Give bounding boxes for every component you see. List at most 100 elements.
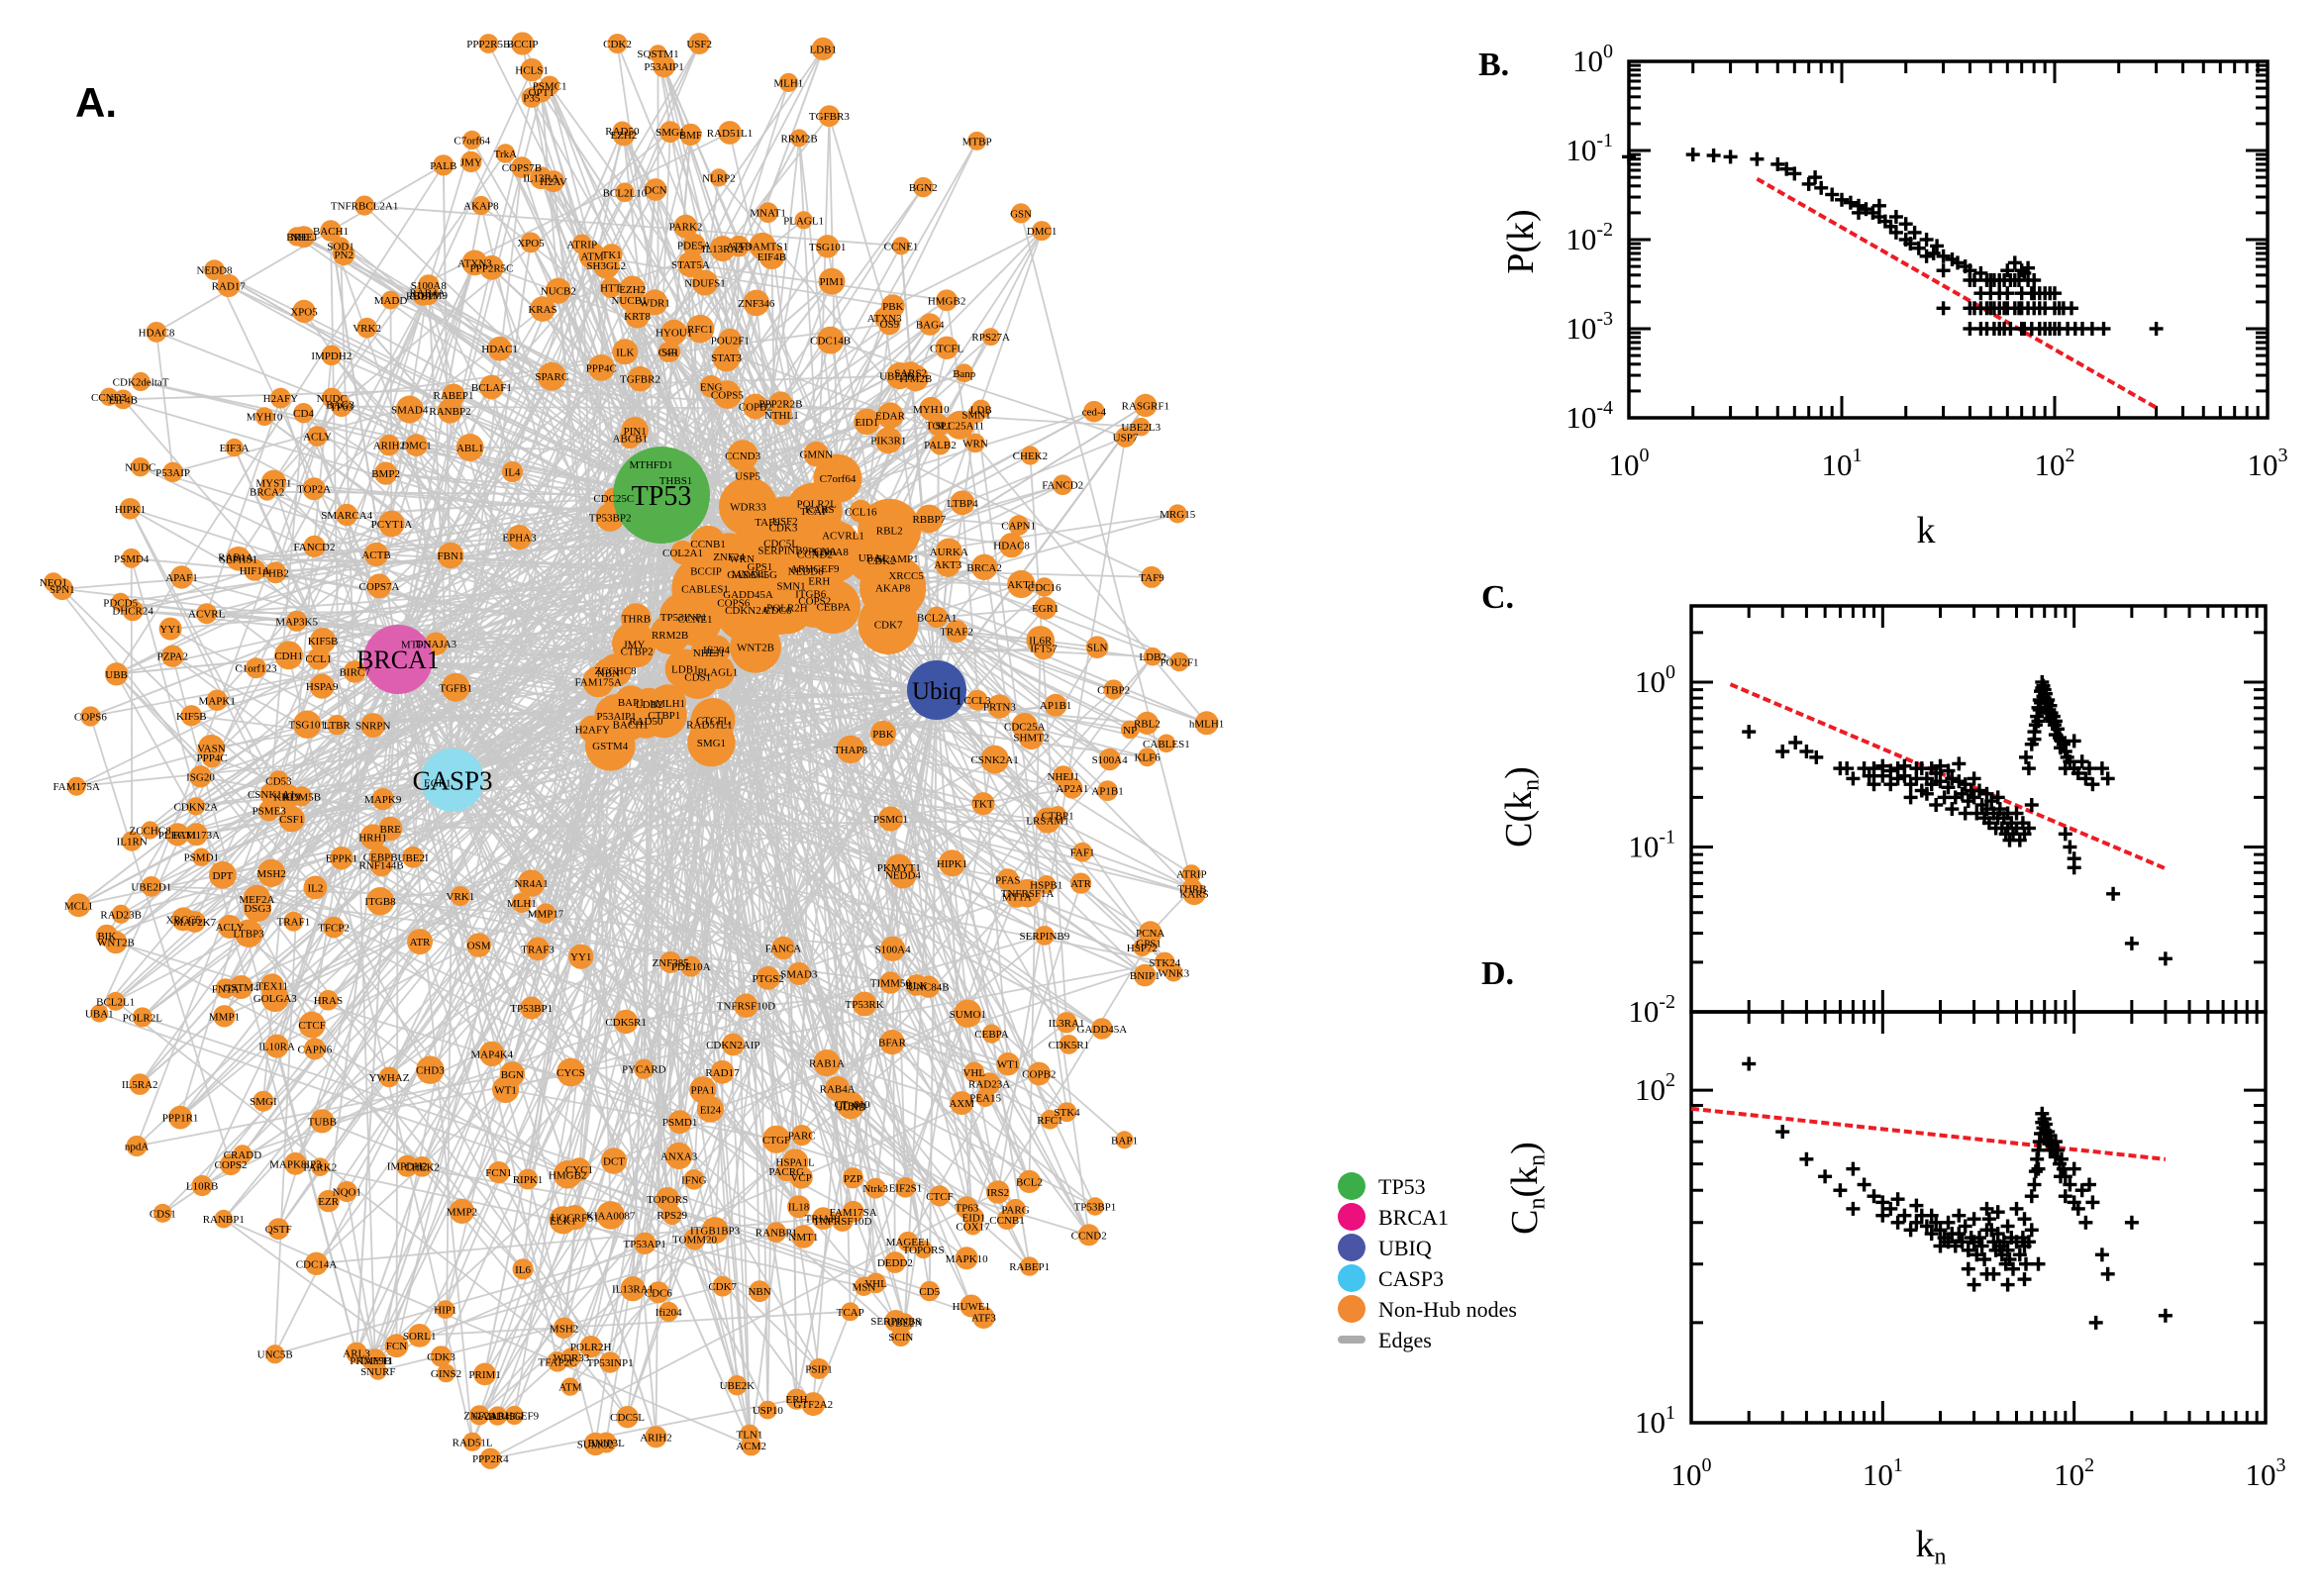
non-hub-node	[891, 237, 911, 255]
non-hub-node	[791, 1125, 813, 1147]
non-hub-node	[244, 558, 266, 581]
gene-label: SOD1	[327, 241, 354, 252]
non-hub-node	[264, 1034, 289, 1058]
gene-label: CD53	[265, 775, 292, 787]
panel-b: 100 101 102 103 100 10-1 10-2 10-3 10-4 k P(k)	[1500, 41, 2288, 551]
gene-label: PZP	[844, 1173, 862, 1185]
gene-label: SEPHS1	[220, 553, 258, 565]
gene-label: MAPK9	[364, 794, 402, 806]
edge	[132, 494, 662, 612]
non-hub-node	[1032, 221, 1053, 242]
non-hub-node	[955, 363, 974, 383]
x-axis-title: k	[1917, 510, 1936, 551]
legend-label: UBIQ	[1378, 1236, 1432, 1260]
non-hub-node	[556, 1057, 585, 1087]
gene-label: RANBP1	[756, 1228, 797, 1240]
non-hub-node	[303, 1038, 326, 1060]
edge	[272, 406, 343, 483]
non-hub-node	[517, 1168, 539, 1190]
non-hub-node	[168, 1105, 193, 1130]
gene-label: COPS5	[711, 390, 745, 402]
edge	[828, 115, 891, 325]
edge	[496, 1089, 704, 1417]
non-hub-node	[384, 1334, 409, 1358]
gene-label: AKT3	[934, 559, 962, 571]
gene-label: PSMD4	[114, 553, 150, 565]
non-hub-node	[196, 603, 218, 625]
gene-label: TCAP	[837, 1307, 864, 1319]
non-hub-node	[192, 848, 211, 866]
gene-label: TLN1	[737, 1430, 763, 1442]
gene-label: PARK2	[303, 1162, 337, 1174]
non-hub-node	[336, 1180, 357, 1203]
non-hub-node	[293, 710, 322, 739]
gene-label: RNF144B	[358, 860, 403, 872]
gene-label: CD4	[293, 408, 314, 420]
non-hub-node	[462, 130, 482, 150]
non-hub-node	[785, 482, 843, 540]
non-hub-node	[709, 168, 729, 187]
non-hub-node	[415, 280, 440, 305]
gene-label: ARIH2	[373, 441, 405, 452]
non-hub-node	[126, 1135, 148, 1157]
gene-label: SMAD3	[780, 968, 818, 980]
gene-label: FAF1	[1070, 848, 1095, 859]
non-hub-node	[612, 339, 639, 365]
gene-label: ENG	[700, 381, 723, 393]
gene-label: FAM173A	[173, 830, 221, 842]
non-hub-node	[954, 999, 982, 1028]
gene-label: TNFRBCL2A1	[331, 201, 398, 213]
edge	[142, 1016, 804, 1238]
non-hub-node	[309, 628, 337, 654]
non-hub-node	[1005, 885, 1029, 908]
gene-label: BAP1	[618, 697, 645, 709]
gene-label: MADD	[374, 295, 408, 307]
legend-label: BRCA1	[1378, 1205, 1449, 1230]
gene-label: BCL2A1	[917, 612, 957, 624]
gene-label: LTBP4	[947, 498, 978, 510]
gene-label: USP10	[753, 1405, 784, 1417]
non-hub-node	[449, 1198, 475, 1224]
gene-label: NBN	[597, 668, 620, 680]
gene-label: TCAP	[800, 506, 828, 518]
gene-label: PLAGL1	[783, 215, 824, 227]
non-hub-node	[298, 1011, 326, 1039]
non-hub-node	[104, 662, 129, 686]
x-tick-label: 101	[1822, 445, 1863, 482]
gene-label: STAT3	[711, 352, 742, 364]
gene-label: CDK3	[427, 1351, 455, 1363]
non-hub-node	[560, 1347, 581, 1368]
gene-label: OPT1	[529, 87, 555, 99]
gene-label: TP53INP1	[660, 612, 707, 624]
gene-label: NTHL1	[764, 410, 799, 422]
hub-node-brca1	[363, 625, 433, 694]
gene-label: EGR1	[424, 778, 452, 790]
gene-label: BACH1	[613, 719, 649, 731]
y-tick-label: 10-1	[1566, 130, 1613, 167]
non-hub-node	[689, 525, 727, 562]
non-hub-node	[787, 961, 811, 986]
gene-label: DEDD2	[877, 1257, 913, 1269]
edge	[397, 658, 500, 1173]
gene-label: Banp	[953, 368, 976, 380]
non-hub-node	[521, 87, 543, 108]
y-tick-label: 10-1	[1628, 826, 1675, 863]
non-hub-node	[756, 965, 780, 990]
non-hub-node	[659, 341, 681, 362]
gene-label: RRM2B	[780, 133, 817, 145]
non-hub-node	[99, 387, 119, 406]
gene-label: PIN1	[624, 426, 647, 438]
gene-label: TEX11	[256, 980, 288, 992]
gene-label: IL13RA	[523, 173, 559, 185]
edge	[975, 414, 1090, 1236]
non-hub-node	[171, 907, 196, 932]
edge	[331, 152, 507, 399]
non-hub-node	[888, 860, 917, 889]
gene-label: BIRC7	[340, 666, 371, 678]
non-hub-node	[664, 1142, 693, 1170]
non-hub-node	[511, 893, 532, 913]
gene-label: CHEK2	[1013, 450, 1048, 462]
gene-label: SF1	[661, 347, 679, 358]
gene-label: TSG101	[289, 720, 326, 732]
gene-label: HDAC1	[481, 344, 518, 355]
